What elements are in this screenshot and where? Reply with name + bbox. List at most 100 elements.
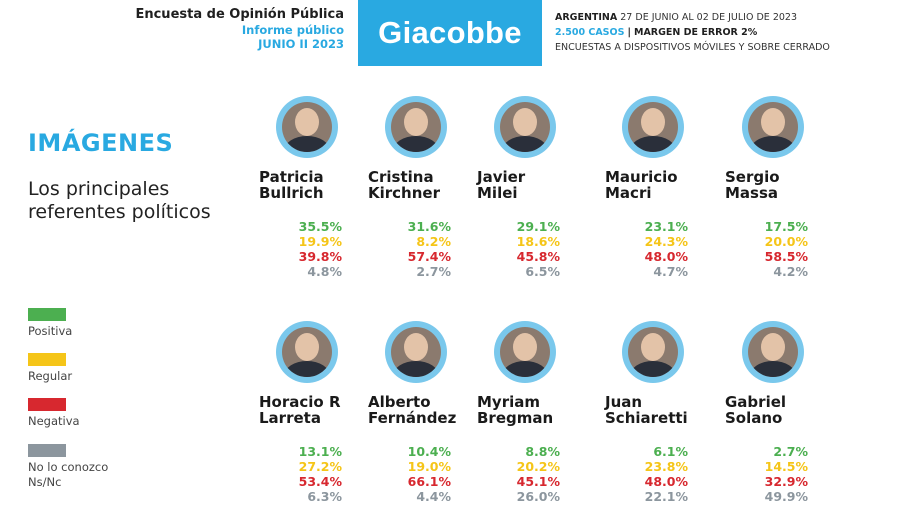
value-nsnc: 49.9% [764,489,808,504]
value-negativa: 57.4% [407,249,451,264]
person-name: Mauricio Macri [605,168,678,202]
person-values: 2.7% 14.5% 32.9% 49.9% [725,444,808,504]
survey-separator: | [627,27,631,38]
value-negativa: 48.0% [644,249,688,264]
person-portrait-icon [628,327,678,377]
value-positiva: 29.1% [516,219,560,234]
value-nsnc: 4.2% [773,264,808,279]
value-positiva: 6.1% [653,444,688,459]
value-positiva: 10.4% [407,444,451,459]
value-regular: 20.0% [764,234,808,249]
survey-dates-line: ARGENTINA 27 DE JUNIO AL 02 DE JULIO DE … [555,10,830,25]
value-negativa: 53.4% [298,474,342,489]
value-negativa: 48.0% [644,474,688,489]
value-negativa: 32.9% [764,474,808,489]
value-nsnc: 6.5% [525,264,560,279]
value-regular: 8.2% [416,234,451,249]
value-positiva: 17.5% [764,219,808,234]
legend-item-negativa: Negativa [28,398,80,429]
legend-swatch-regular [28,353,66,366]
value-regular: 27.2% [298,459,342,474]
value-regular: 18.6% [516,234,560,249]
legend-label-positiva: Positiva [28,324,73,338]
person-portrait-icon [391,327,441,377]
person-photo [385,96,447,158]
value-positiva: 31.6% [407,219,451,234]
person-photo [742,96,804,158]
legend-label-nsnc: No lo conozco Ns/Nc [28,460,109,489]
survey-sample-line: 2.500 CASOS | MARGEN DE ERROR 2% [555,25,830,40]
brand-name: Giacobbe [378,15,522,50]
value-nsnc: 4.8% [307,264,342,279]
value-negativa: 39.8% [298,249,342,264]
value-nsnc: 2.7% [416,264,451,279]
legend-item-regular: Regular [28,353,72,384]
value-positiva: 35.5% [298,219,342,234]
survey-header-left: Encuesta de Opinión Pública Informe públ… [135,7,344,51]
person-portrait-icon [748,102,798,152]
person-photo [385,321,447,383]
person-portrait-icon [282,327,332,377]
person-name: Javier Milei [477,168,526,202]
value-negativa: 66.1% [407,474,451,489]
section-title: IMÁGENES [28,129,174,157]
value-negativa: 45.1% [516,474,560,489]
person-values: 17.5% 20.0% 58.5% 4.2% [725,219,808,279]
person-photo [742,321,804,383]
person-values: 23.1% 24.3% 48.0% 4.7% [605,219,688,279]
person-portrait-icon [282,102,332,152]
survey-title: Encuesta de Opinión Pública [135,7,344,22]
person-photo [622,96,684,158]
value-negativa: 58.5% [764,249,808,264]
person-name: Patricia Bullrich [259,168,324,202]
survey-country: ARGENTINA [555,12,618,23]
report-type: Informe público [241,23,344,37]
value-nsnc: 4.7% [653,264,688,279]
person-portrait-icon [500,327,550,377]
person-name: Gabriel Solano [725,393,787,427]
section-subtitle: Los principales referentes políticos [28,178,211,223]
value-negativa: 45.8% [516,249,560,264]
person-values: 29.1% 18.6% 45.8% 6.5% [477,219,560,279]
legend-swatch-positiva [28,308,66,321]
value-regular: 20.2% [516,459,560,474]
value-nsnc: 6.3% [307,489,342,504]
person-photo [276,321,338,383]
value-regular: 19.9% [298,234,342,249]
legend-item-nsnc: No lo conozco Ns/Nc [28,444,128,490]
person-photo [494,96,556,158]
person-photo [276,96,338,158]
survey-cases: 2.500 CASOS [555,27,625,38]
person-portrait-icon [628,102,678,152]
legend-label-regular: Regular [28,369,73,383]
legend-label-negativa: Negativa [28,414,80,428]
value-nsnc: 4.4% [416,489,451,504]
value-positiva: 2.7% [773,444,808,459]
brand-logo: Giacobbe [358,0,542,66]
person-values: 10.4% 19.0% 66.1% 4.4% [368,444,451,504]
person-name: Myriam Bregman [477,393,554,427]
person-name: Horacio R Larreta [259,393,341,427]
person-values: 13.1% 27.2% 53.4% 6.3% [259,444,342,504]
person-portrait-icon [500,102,550,152]
value-regular: 24.3% [644,234,688,249]
legend-swatch-nsnc [28,444,66,457]
person-name: Juan Schiaretti [605,393,688,427]
survey-method: ENCUESTAS A DISPOSITIVOS MÓVILES Y SOBRE… [555,42,830,53]
person-portrait-icon [748,327,798,377]
value-positiva: 8.8% [525,444,560,459]
person-photo [622,321,684,383]
survey-dates: 27 DE JUNIO AL 02 DE JULIO DE 2023 [620,12,797,23]
report-period: JUNIO II 2023 [258,37,344,51]
value-regular: 23.8% [644,459,688,474]
person-values: 8.8% 20.2% 45.1% 26.0% [477,444,560,504]
person-name: Sergio Massa [725,168,780,202]
value-positiva: 23.1% [644,219,688,234]
person-values: 31.6% 8.2% 57.4% 2.7% [368,219,451,279]
person-values: 35.5% 19.9% 39.8% 4.8% [259,219,342,279]
legend-item-positiva: Positiva [28,308,72,339]
legend-swatch-negativa [28,398,66,411]
person-name: Cristina Kirchner [368,168,440,202]
person-portrait-icon [391,102,441,152]
survey-header-right: ARGENTINA 27 DE JUNIO AL 02 DE JULIO DE … [555,10,830,55]
